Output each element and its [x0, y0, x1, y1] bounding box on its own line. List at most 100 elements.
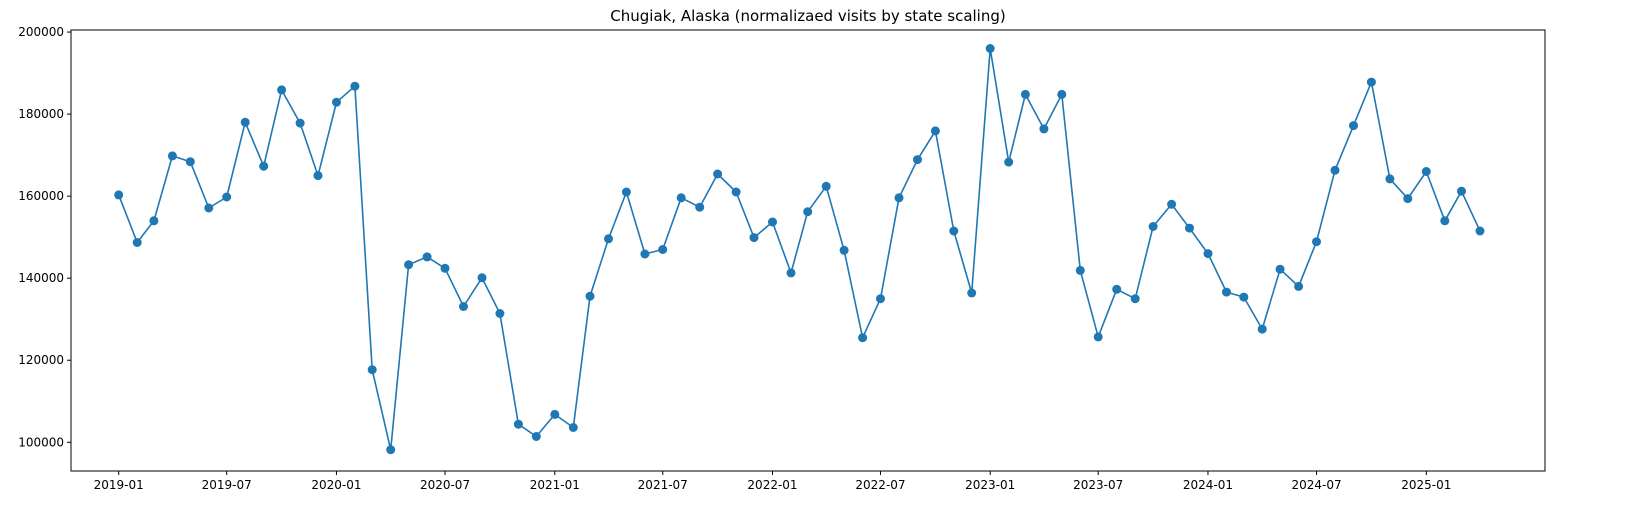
data-point — [550, 409, 560, 419]
data-point — [531, 432, 541, 441]
data-point — [1349, 121, 1358, 131]
data-point — [367, 365, 377, 375]
data-point — [313, 171, 323, 181]
data-point — [967, 288, 977, 298]
data-point — [803, 207, 813, 217]
data-point — [1222, 287, 1231, 297]
x-tick-label: 2019-01 — [94, 478, 144, 492]
data-point — [1385, 174, 1395, 184]
data-point — [1330, 165, 1340, 175]
data-point — [277, 85, 287, 95]
data-point — [386, 445, 396, 455]
data-point — [1403, 194, 1413, 204]
data-point — [731, 187, 741, 197]
data-point — [259, 161, 269, 171]
data-point — [1093, 332, 1103, 342]
data-point — [332, 97, 341, 107]
data-point — [930, 126, 940, 136]
data-point — [640, 249, 650, 259]
y-tick-label: 120000 — [18, 353, 64, 367]
data-point — [513, 419, 523, 429]
data-point — [295, 118, 305, 128]
x-axis: 2019-01 2019-07 2020-01 2020-07 2021-01 2021-… — [94, 471, 1451, 492]
data-point — [1167, 199, 1177, 209]
data-point — [1294, 281, 1304, 291]
x-tick-label: 2022-01 — [747, 478, 797, 492]
x-tick-label: 2021-01 — [530, 478, 580, 492]
series-line — [117, 47, 1481, 451]
x-tick-label: 2025-01 — [1401, 478, 1451, 492]
data-point — [1312, 237, 1321, 247]
data-point — [876, 294, 885, 304]
data-point — [132, 238, 142, 247]
data-point — [1148, 222, 1158, 231]
x-tick-label: 2024-01 — [1183, 478, 1233, 492]
x-tick-label: 2023-07 — [1073, 478, 1123, 492]
data-point — [240, 117, 250, 127]
chart-title: Chugiak, Alaska (normalizaed visits by s… — [610, 7, 1005, 25]
data-point — [1057, 89, 1067, 99]
data-point — [858, 333, 868, 343]
data-point — [821, 181, 831, 191]
data-point — [1421, 167, 1431, 176]
y-tick-label: 100000 — [18, 435, 64, 449]
x-tick-label: 2019-07 — [202, 478, 252, 492]
data-point — [985, 44, 995, 53]
x-tick-label: 2022-07 — [855, 478, 905, 492]
data-point — [1366, 77, 1376, 87]
data-point — [949, 226, 959, 236]
x-tick-label: 2021-07 — [638, 478, 688, 492]
data-point — [676, 193, 686, 203]
x-tick-label: 2020-07 — [420, 478, 470, 492]
data-point — [1112, 284, 1122, 294]
data-point — [695, 202, 705, 212]
data-point — [149, 216, 159, 226]
data-point — [1020, 89, 1030, 99]
data-point — [1185, 223, 1194, 233]
data-point — [749, 233, 759, 243]
data-point — [350, 81, 360, 91]
data-point — [768, 217, 777, 227]
data-point — [786, 268, 796, 278]
data-point — [1475, 226, 1485, 236]
x-tick-label: 2024-07 — [1291, 478, 1341, 492]
data-point — [713, 169, 723, 179]
data-point — [894, 193, 904, 203]
data-point — [1130, 294, 1140, 304]
data-point — [1257, 324, 1267, 334]
data-point — [604, 234, 613, 244]
data-point — [1457, 186, 1466, 196]
data-point — [459, 302, 468, 311]
data-point — [114, 190, 124, 200]
data-point — [1275, 264, 1285, 274]
data-point — [440, 263, 450, 273]
y-tick-label: 180000 — [18, 107, 64, 121]
data-point — [204, 203, 214, 213]
data-point — [185, 157, 195, 167]
y-tick-label: 140000 — [18, 271, 64, 285]
x-tick-label: 2020-01 — [311, 478, 361, 492]
y-tick-label: 160000 — [18, 189, 64, 203]
y-axis: 100000 120000 140000 160000 180000 200000 — [18, 25, 71, 449]
plot-frame — [70, 29, 1546, 472]
data-point — [621, 187, 631, 197]
data-point — [1004, 157, 1014, 167]
data-point — [1239, 292, 1249, 302]
data-point — [1039, 124, 1049, 134]
x-tick-label: 2023-01 — [965, 478, 1015, 492]
data-point — [658, 245, 668, 254]
series-layer — [114, 44, 1485, 455]
data-point — [585, 291, 595, 301]
data-point — [913, 155, 922, 165]
data-point — [222, 192, 232, 202]
data-point — [1203, 249, 1213, 259]
y-tick-label: 200000 — [18, 25, 64, 39]
data-point — [477, 273, 487, 283]
data-point — [839, 245, 849, 255]
data-point — [422, 252, 432, 262]
data-point — [167, 151, 177, 161]
data-point — [1075, 265, 1085, 275]
data-point — [1440, 216, 1450, 226]
data-point — [568, 423, 578, 432]
